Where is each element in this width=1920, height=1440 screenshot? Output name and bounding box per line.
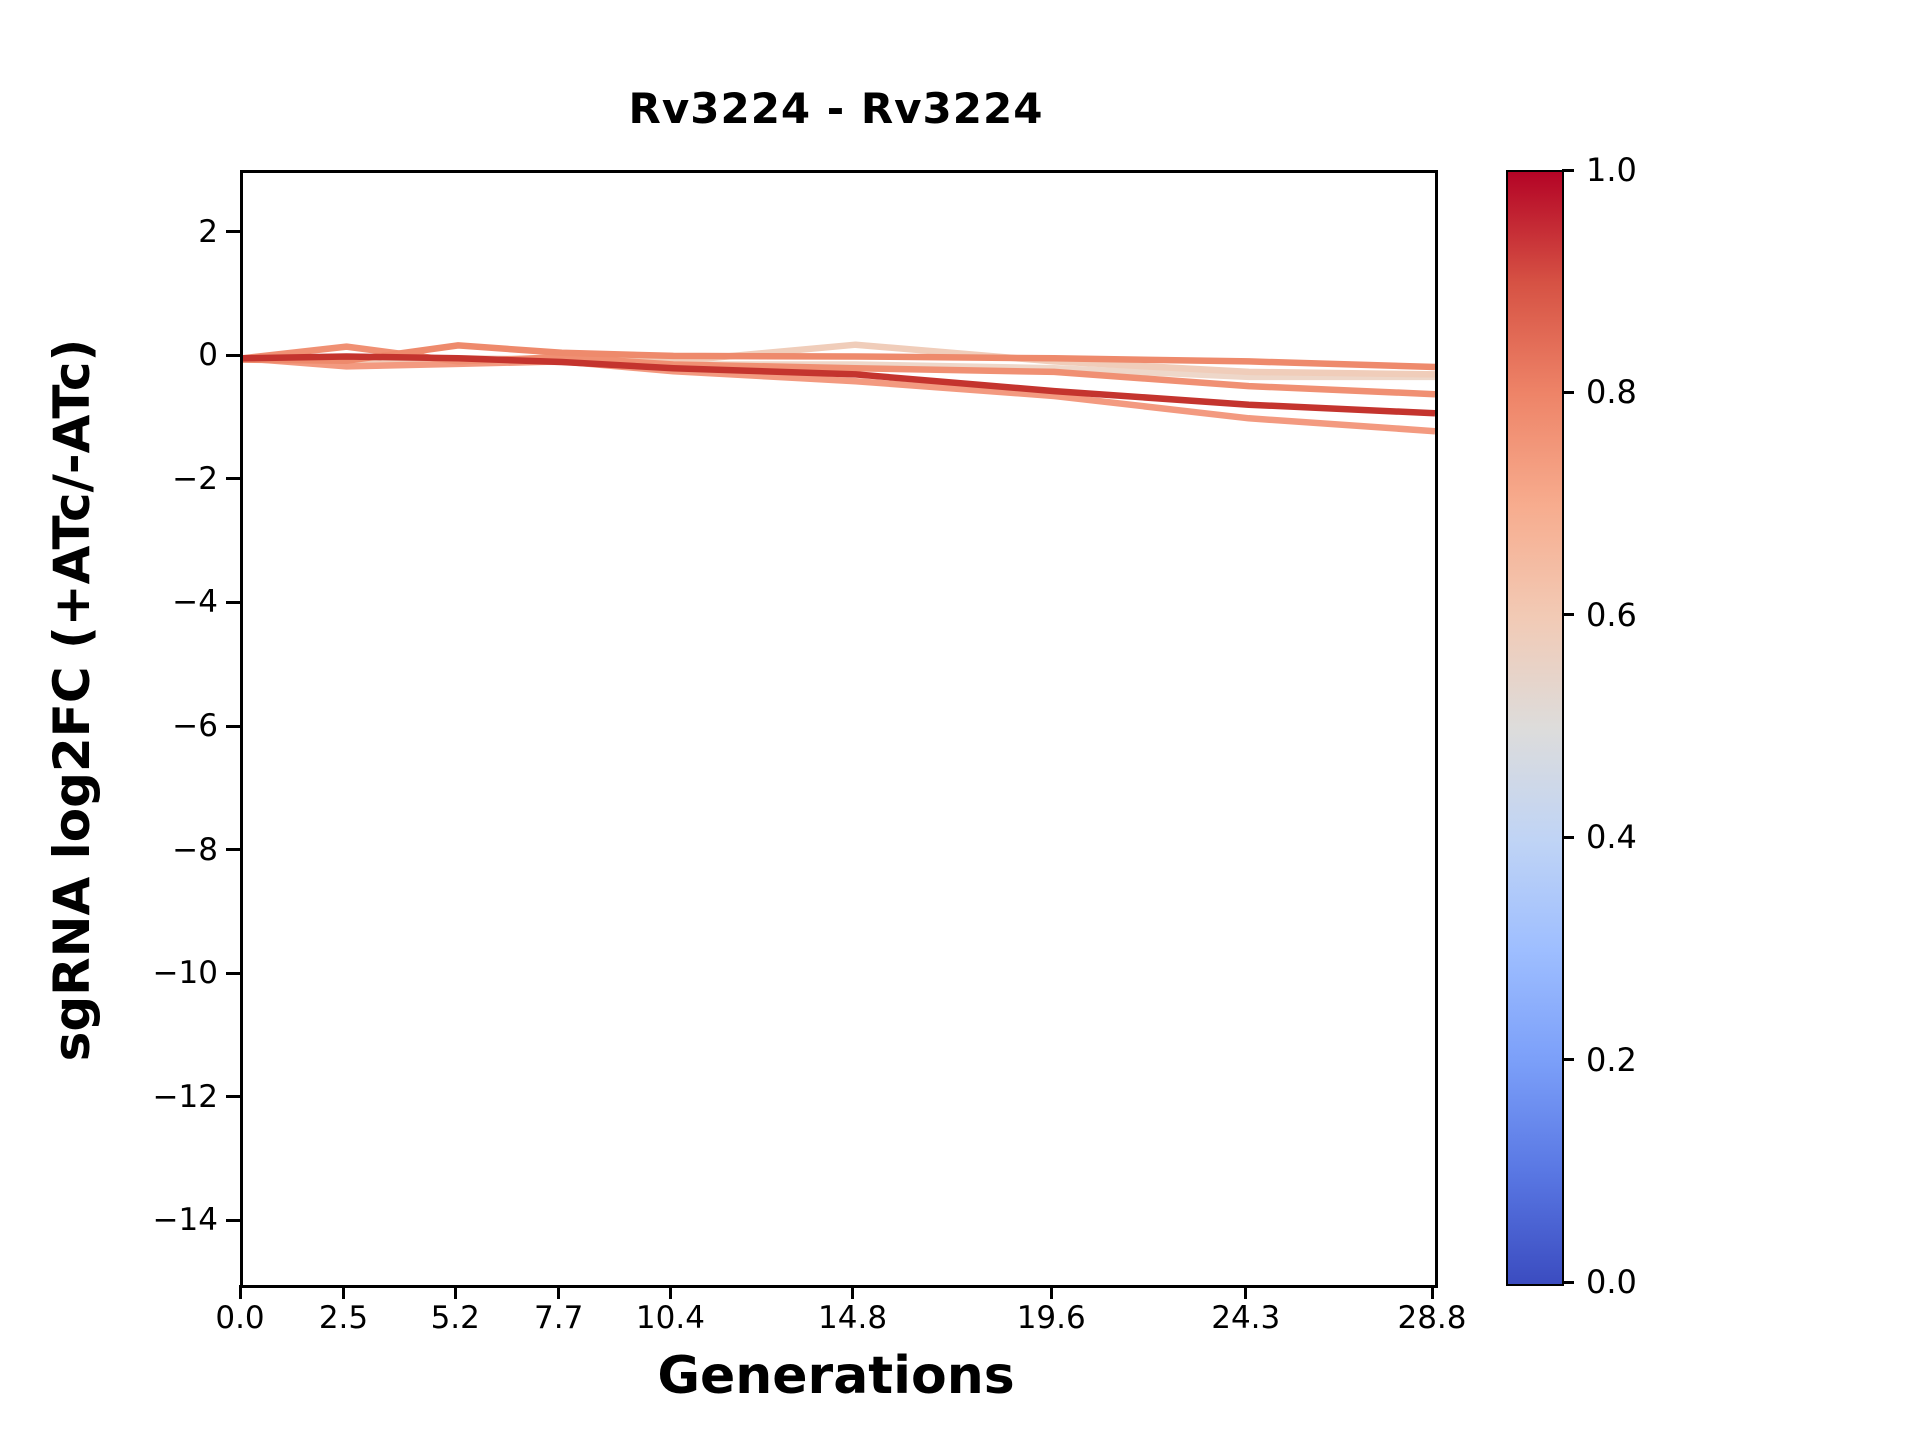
colorbar-tick-mark [1562,835,1574,839]
series-line-sgRNA-4 [243,343,1435,398]
x-tick-label: 7.7 [534,1300,584,1336]
y-tick-mark [226,477,240,481]
y-tick-label: −10 [152,955,218,992]
y-tick-mark [226,353,240,357]
x-tick-label: 2.5 [318,1300,369,1336]
x-tick-mark [851,1285,855,1299]
y-tick-mark [226,1095,240,1099]
colorbar-tick-mark [1562,168,1574,172]
colorbar-tick-label: 0.2 [1586,1040,1637,1079]
x-tick-mark [668,1285,672,1299]
y-tick-mark [226,971,240,975]
colorbar-tick-label: 0.0 [1586,1263,1637,1301]
y-tick-label: −14 [152,1202,218,1239]
y-tick-label: 0 [198,337,218,374]
y-tick-label: −4 [172,584,218,621]
x-tick-mark [1049,1285,1053,1299]
y-tick-label: −12 [152,1078,218,1115]
colorbar-tick-label: 0.8 [1586,373,1637,412]
x-tick-label: 0.0 [215,1300,265,1336]
y-tick-label: −2 [172,460,218,497]
colorbar-tick-mark [1562,1058,1574,1062]
y-tick-mark [226,848,240,852]
y-axis-label: sgRNA log2FC (+ATc/-ATc) [43,338,101,1062]
y-tick-mark [226,600,240,604]
x-tick-label: 28.8 [1397,1300,1467,1336]
y-tick-label: 2 [198,213,218,250]
y-tick-mark [226,724,240,728]
y-tick-label: −8 [172,831,218,868]
colorbar-tick-label: 0.4 [1586,818,1637,857]
chart-title: Rv3224 - Rv3224 [628,84,1044,133]
x-tick-mark [557,1285,561,1299]
x-tick-mark [238,1285,242,1299]
y-tick-label: −6 [172,708,218,744]
x-tick-label: 24.3 [1211,1300,1281,1336]
series-line-sgRNA-6 [243,353,1435,417]
x-axis-label: Generations [657,1346,1015,1406]
x-tick-label: 10.4 [635,1300,705,1336]
x-tick-label: 19.6 [1016,1300,1086,1336]
series-lines-canvas [243,341,1435,435]
plot-area [240,170,1438,1288]
colorbar-tick-label: 1.0 [1586,151,1637,189]
x-tick-mark [1244,1285,1248,1299]
x-tick-mark [453,1285,457,1299]
x-tick-mark [1430,1285,1434,1299]
colorbar-tick-mark [1562,613,1574,617]
colorbar-tick-mark [1562,1280,1574,1284]
x-tick-label: 14.8 [818,1300,888,1336]
x-tick-mark [341,1285,345,1299]
colorbar-tick-label: 0.6 [1586,595,1637,634]
y-tick-mark [226,1218,240,1222]
colorbar [1506,170,1564,1286]
x-tick-label: 5.2 [430,1300,480,1336]
colorbar-tick-mark [1562,390,1574,394]
y-tick-mark [226,230,240,234]
